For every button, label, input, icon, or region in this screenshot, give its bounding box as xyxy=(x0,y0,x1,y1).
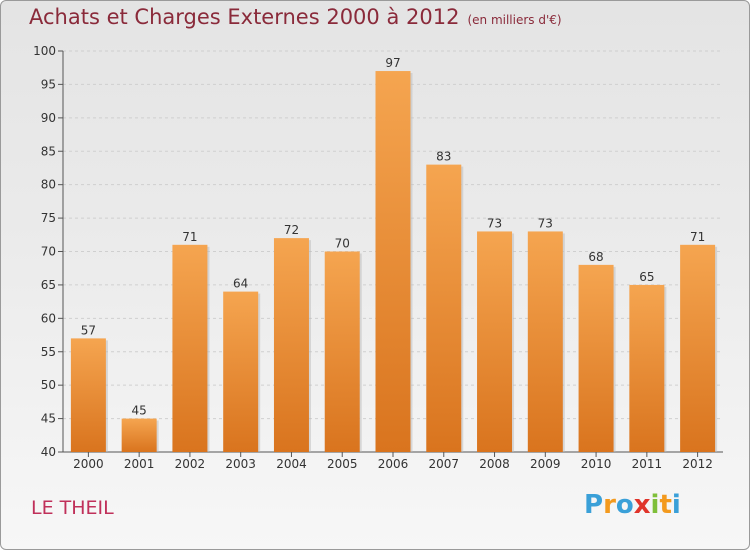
x-tick-label-2010: 2010 xyxy=(581,457,612,471)
logo-letter: i xyxy=(671,490,681,520)
x-tick-label-2001: 2001 xyxy=(124,457,155,471)
x-tick-label-2012: 2012 xyxy=(682,457,713,471)
logo-letter: o xyxy=(615,490,634,520)
x-tick-label-2004: 2004 xyxy=(276,457,307,471)
y-tick-label: 95 xyxy=(41,77,56,91)
y-tick-label: 40 xyxy=(41,445,56,459)
x-tick-label-2002: 2002 xyxy=(175,457,206,471)
x-tick-label-2008: 2008 xyxy=(479,457,510,471)
bar-2007 xyxy=(426,164,462,452)
logo-letter: i xyxy=(650,490,660,520)
y-tick-label: 85 xyxy=(41,144,56,158)
data-label-2008: 73 xyxy=(487,216,502,230)
y-tick-label: 75 xyxy=(41,211,56,225)
bar-2005 xyxy=(324,251,360,452)
data-label-2005: 70 xyxy=(335,237,350,251)
commune-name: LE THEIL xyxy=(31,497,114,519)
data-label-2010: 68 xyxy=(588,250,603,264)
data-label-2007: 83 xyxy=(436,150,451,164)
y-tick-label: 55 xyxy=(41,345,56,359)
bar-2009 xyxy=(527,231,563,452)
logo-letter: P xyxy=(584,490,604,520)
x-tick-label-2003: 2003 xyxy=(225,457,256,471)
bar-2001 xyxy=(121,418,157,452)
data-label-2004: 72 xyxy=(284,223,299,237)
y-tick-label: 100 xyxy=(33,44,56,58)
bars xyxy=(70,71,718,453)
y-tick-label: 60 xyxy=(41,311,56,325)
x-tick-label-2000: 2000 xyxy=(73,457,104,471)
y-tick-label: 70 xyxy=(41,245,56,259)
chart-title: Achats et Charges Externes 2000 à 2012 xyxy=(29,5,460,29)
y-tick-label: 45 xyxy=(41,412,56,426)
bar-2008 xyxy=(477,231,513,452)
chart-title-block: Achats et Charges Externes 2000 à 2012 (e… xyxy=(29,5,562,29)
data-label-2012: 71 xyxy=(690,230,705,244)
y-tick-label: 90 xyxy=(41,111,56,125)
y-tick-label: 65 xyxy=(41,278,56,292)
bar-2010 xyxy=(578,264,614,452)
x-tick-label-2009: 2009 xyxy=(530,457,561,471)
x-tick-label-2006: 2006 xyxy=(378,457,409,471)
bar-2000 xyxy=(70,338,106,452)
data-label-2011: 65 xyxy=(639,270,654,284)
x-tick-label-2005: 2005 xyxy=(327,457,358,471)
bar-2006 xyxy=(375,71,411,453)
chart-unit: (en milliers d'€) xyxy=(467,13,562,27)
logo-letter: x xyxy=(633,490,651,520)
data-label-2003: 64 xyxy=(233,277,248,291)
data-label-2000: 57 xyxy=(81,323,96,337)
data-labels: 57 45 71 64 72 70 97 83 73 73 68 65 71 xyxy=(81,56,706,418)
y-tick-label: 80 xyxy=(41,178,56,192)
data-label-2002: 71 xyxy=(182,230,197,244)
bar-2012 xyxy=(680,244,716,452)
logo-letter: r xyxy=(603,490,616,520)
proxiti-logo[interactable]: Proxiti xyxy=(584,490,681,520)
bar-2004 xyxy=(273,238,309,452)
x-tick-label-2011: 2011 xyxy=(632,457,663,471)
data-label-2009: 73 xyxy=(538,216,553,230)
bar-2011 xyxy=(629,284,665,452)
bar-2002 xyxy=(172,244,208,452)
data-label-2006: 97 xyxy=(385,56,400,70)
data-label-2001: 45 xyxy=(132,404,147,418)
y-tick-label: 50 xyxy=(41,378,56,392)
x-tick-label-2007: 2007 xyxy=(428,457,459,471)
logo-letter: t xyxy=(659,490,672,520)
bar-2003 xyxy=(223,291,259,452)
